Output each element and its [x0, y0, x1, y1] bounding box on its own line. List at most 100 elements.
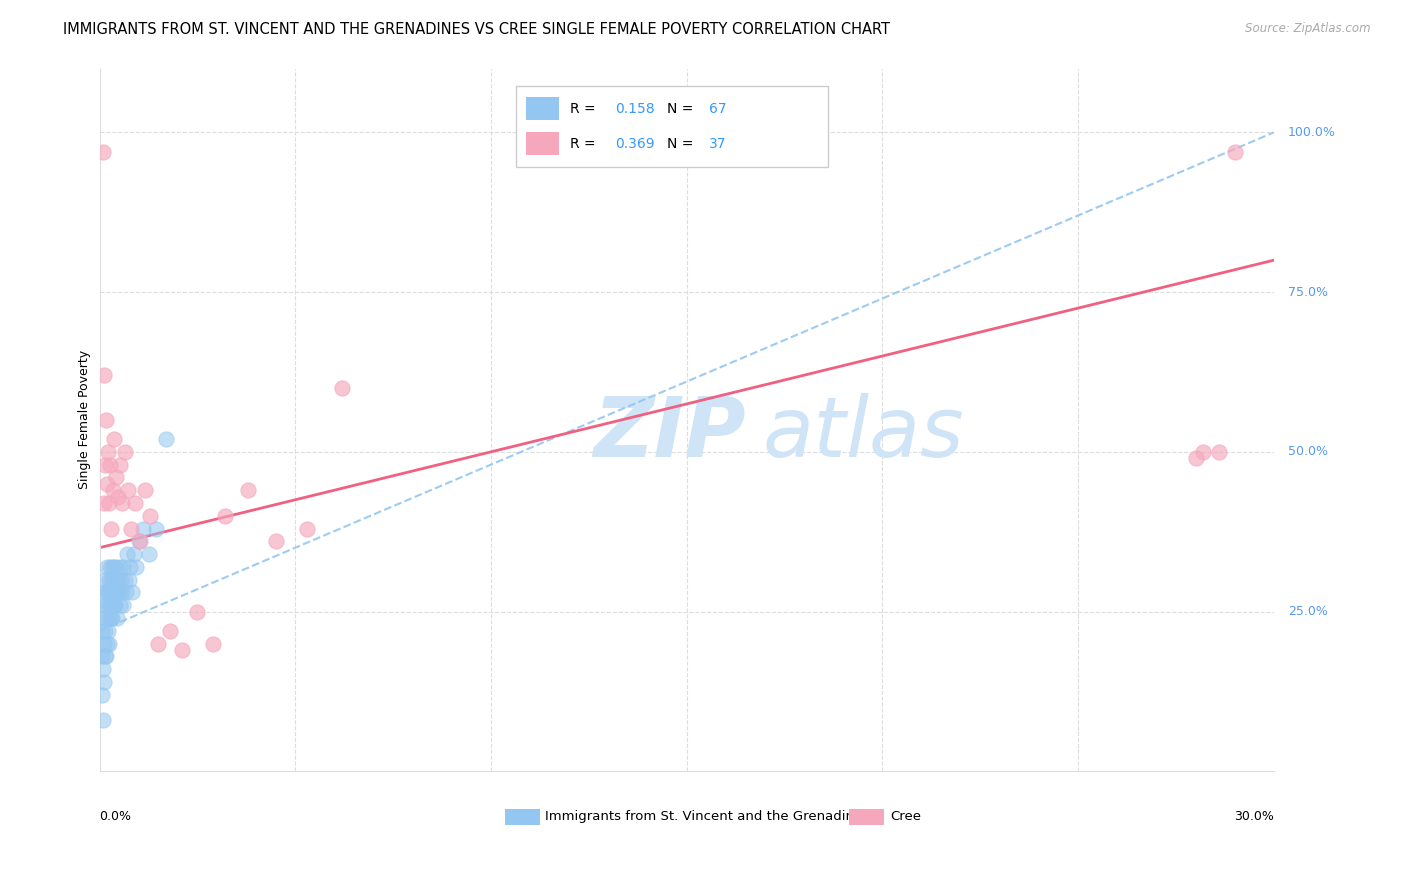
Point — [105, 585, 128, 599]
Point — [97, 611, 120, 625]
Point — [96, 585, 118, 599]
Point — [103, 598, 125, 612]
Point — [110, 598, 132, 612]
Point — [110, 573, 132, 587]
Text: 50.0%: 50.0% — [1288, 445, 1327, 458]
Point — [117, 573, 139, 587]
Point — [104, 585, 127, 599]
Point — [97, 624, 120, 638]
Point — [93, 585, 115, 599]
Point — [1184, 451, 1206, 466]
Point — [330, 381, 353, 395]
Point — [96, 413, 118, 427]
Point — [111, 496, 134, 510]
Point — [104, 573, 127, 587]
Y-axis label: Single Female Poverty: Single Female Poverty — [79, 351, 91, 490]
Point — [94, 649, 117, 664]
Text: 30.0%: 30.0% — [1234, 810, 1274, 823]
Text: 75.0%: 75.0% — [1288, 285, 1327, 299]
Text: 37: 37 — [709, 136, 727, 151]
Point — [295, 521, 318, 535]
Point — [131, 521, 153, 535]
Text: N =: N = — [666, 136, 697, 151]
Point — [105, 559, 128, 574]
Point — [103, 559, 125, 574]
Point — [264, 534, 287, 549]
FancyBboxPatch shape — [516, 87, 828, 167]
Point — [100, 521, 122, 535]
Point — [202, 636, 225, 650]
Text: 0.0%: 0.0% — [100, 810, 132, 823]
Point — [100, 598, 122, 612]
Point — [114, 573, 136, 587]
Point — [121, 585, 143, 599]
Point — [108, 458, 131, 472]
Point — [107, 585, 129, 599]
Point — [134, 483, 156, 498]
Point — [186, 605, 208, 619]
Point — [100, 573, 122, 587]
Point — [107, 490, 129, 504]
Point — [96, 611, 118, 625]
Point — [101, 573, 124, 587]
Text: IMMIGRANTS FROM ST. VINCENT AND THE GRENADINES VS CREE SINGLE FEMALE POVERTY COR: IMMIGRANTS FROM ST. VINCENT AND THE GREN… — [63, 22, 890, 37]
Text: N =: N = — [666, 102, 697, 116]
Point — [115, 547, 138, 561]
Point — [214, 508, 236, 523]
Point — [97, 445, 120, 459]
Point — [122, 547, 145, 561]
Text: 25.0%: 25.0% — [1288, 605, 1327, 618]
Point — [96, 559, 118, 574]
Point — [124, 496, 146, 510]
Point — [1192, 445, 1215, 459]
Point — [103, 432, 125, 446]
Point — [1223, 145, 1246, 159]
Text: R =: R = — [571, 102, 600, 116]
Text: Immigrants from St. Vincent and the Grenadines: Immigrants from St. Vincent and the Gren… — [544, 811, 869, 823]
Point — [96, 598, 118, 612]
FancyBboxPatch shape — [526, 97, 558, 120]
Point — [94, 458, 117, 472]
Point — [93, 368, 115, 383]
Point — [98, 636, 121, 650]
Point — [159, 624, 181, 638]
Point — [94, 624, 117, 638]
Point — [91, 145, 114, 159]
Point — [138, 547, 160, 561]
Point — [125, 559, 148, 574]
Text: 67: 67 — [709, 102, 727, 116]
Point — [148, 636, 170, 650]
Point — [98, 598, 121, 612]
Point — [91, 662, 114, 676]
Point — [114, 445, 136, 459]
Text: 100.0%: 100.0% — [1288, 126, 1336, 139]
Point — [103, 573, 125, 587]
Point — [96, 636, 118, 650]
Point — [97, 585, 120, 599]
Point — [100, 611, 122, 625]
Point — [155, 432, 177, 446]
Point — [107, 573, 129, 587]
Point — [98, 585, 121, 599]
Point — [91, 688, 114, 702]
Point — [101, 611, 124, 625]
Text: ZIP: ZIP — [593, 393, 745, 475]
Point — [128, 534, 150, 549]
Text: 0.369: 0.369 — [614, 136, 655, 151]
Point — [93, 496, 115, 510]
Point — [111, 559, 134, 574]
Point — [94, 573, 117, 587]
Point — [120, 521, 142, 535]
Point — [93, 611, 115, 625]
FancyBboxPatch shape — [505, 809, 540, 825]
Point — [111, 585, 134, 599]
Point — [108, 559, 131, 574]
Point — [101, 483, 124, 498]
Text: 0.158: 0.158 — [614, 102, 655, 116]
Point — [238, 483, 260, 498]
Point — [93, 674, 115, 689]
FancyBboxPatch shape — [849, 809, 884, 825]
Text: Source: ZipAtlas.com: Source: ZipAtlas.com — [1246, 22, 1371, 36]
Point — [117, 483, 139, 498]
Point — [139, 508, 162, 523]
